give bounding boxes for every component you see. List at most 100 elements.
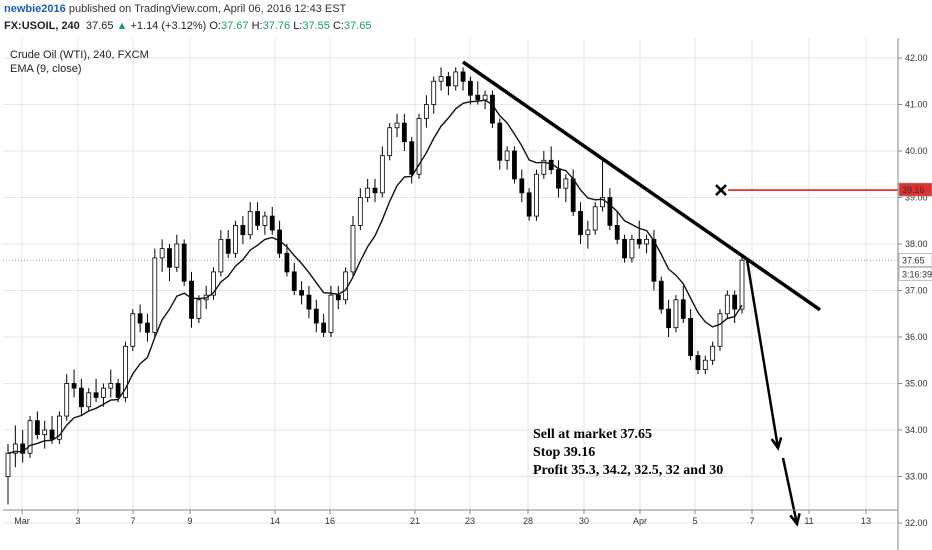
candle-body [291, 271, 297, 291]
x-tick-label: 7 [130, 516, 135, 526]
candle-body [644, 238, 649, 245]
candle-body [614, 224, 620, 240]
candle-body [299, 290, 305, 296]
candle-body [196, 299, 202, 319]
candle-body [255, 211, 260, 226]
open-label: O: [209, 20, 221, 32]
candle-body [739, 259, 745, 310]
candle-body [651, 238, 657, 282]
candle-body [350, 224, 356, 273]
candle-body [673, 299, 679, 329]
x-tick-label: 13 [861, 516, 871, 526]
candle-body [145, 322, 150, 333]
candle-body [556, 169, 561, 189]
candle-body [174, 243, 180, 268]
x-tick-label: 28 [523, 516, 533, 526]
stop-cross-icon [715, 184, 727, 196]
candle-body [658, 280, 664, 310]
resistance-trendline[interactable] [462, 60, 821, 312]
candle-body [482, 94, 488, 101]
candle-body [372, 187, 378, 194]
x-tick-label: Apr [633, 516, 647, 526]
candle-body [218, 238, 224, 273]
candle-body [225, 238, 231, 254]
candle-body [115, 383, 121, 398]
candle-body [123, 345, 128, 398]
stop-price-tag-box [898, 182, 932, 197]
candle-body [56, 415, 62, 440]
candle-body [445, 76, 451, 87]
change-arrow-icon: ▲ [116, 20, 128, 32]
candle-body [233, 224, 238, 254]
candle-body [240, 224, 246, 236]
chart-background [0, 38, 932, 550]
candle-body [79, 387, 84, 408]
candle-body [101, 387, 106, 398]
y-tick-label: 34.00 [905, 425, 928, 435]
x-tick-label: 14 [270, 516, 280, 526]
candle-body [365, 187, 371, 198]
price-chart[interactable]: Mar 3 7 9 14 16 21 23 28 30 Apr 5 7 11 13 42.00 41.00 40… [0, 38, 932, 550]
candle-body [86, 392, 92, 408]
candle-body [585, 229, 591, 236]
candle-body [387, 127, 393, 157]
candle-body [717, 313, 723, 347]
author-link[interactable]: newbie2016 [4, 3, 66, 15]
y-tick-label: 36.00 [905, 332, 928, 342]
x-tick-label: Mar [14, 516, 30, 526]
candle-body [379, 155, 385, 194]
arrow-shaft [781, 457, 799, 525]
change-value: +1.14 (+3.12%) [130, 20, 207, 32]
annotation-line-2: Stop 39.16 [533, 445, 595, 460]
candle-body [211, 271, 216, 296]
y-tick-label: 39.00 [905, 193, 928, 203]
candle-body [71, 383, 77, 389]
low-label: L: [293, 20, 303, 32]
y-tick-label: 40.00 [905, 146, 928, 156]
y-tick-label: 35.00 [905, 379, 928, 389]
cross-stroke [715, 184, 727, 196]
candle-body [42, 429, 48, 436]
low-value: 37.55 [302, 20, 330, 32]
legend-indicator: EMA (9, close) [10, 63, 82, 75]
candle-body [622, 238, 627, 259]
candle-body [526, 192, 532, 217]
candle-body [27, 420, 33, 454]
x-tick-label: 9 [187, 516, 192, 526]
price-tags: 39.16 37.65 3:16:39 [898, 182, 932, 281]
y-tick-label: 38.00 [905, 239, 928, 249]
candle-body [475, 94, 481, 101]
candle-body [34, 420, 40, 436]
candle-body [93, 392, 99, 398]
candle-body [167, 248, 172, 268]
arrow-shaft [745, 259, 780, 449]
candle-body [490, 94, 495, 124]
candle-body [284, 252, 290, 273]
stop-price-tag-label: 39.16 [902, 185, 925, 195]
candle-body [130, 313, 136, 347]
candle-body [357, 197, 363, 226]
candle-body [64, 383, 70, 417]
projection-arrows [745, 259, 801, 527]
y-tick-label: 41.00 [905, 100, 928, 110]
candle-body [534, 173, 539, 217]
candle-body [416, 118, 422, 175]
arrow-head [770, 437, 783, 451]
countdown-tag-box [898, 266, 932, 281]
candle-body [137, 313, 143, 324]
candle-body [321, 322, 327, 333]
candle-body [152, 257, 158, 333]
symbol-label[interactable]: FX:USOIL, 240 [4, 20, 80, 32]
candle-body [431, 80, 437, 105]
candle-body [578, 211, 583, 236]
candle-body [600, 197, 605, 208]
close-value: 37.65 [343, 20, 372, 32]
candle-body [702, 359, 708, 370]
candle-body [695, 355, 701, 370]
candle-body [666, 308, 671, 329]
candle-body [409, 141, 415, 175]
last-price-tag-label: 37.65 [902, 255, 925, 265]
candle-body [570, 178, 576, 212]
candle-body [401, 122, 407, 143]
y-tick-label: 42.00 [905, 53, 928, 63]
